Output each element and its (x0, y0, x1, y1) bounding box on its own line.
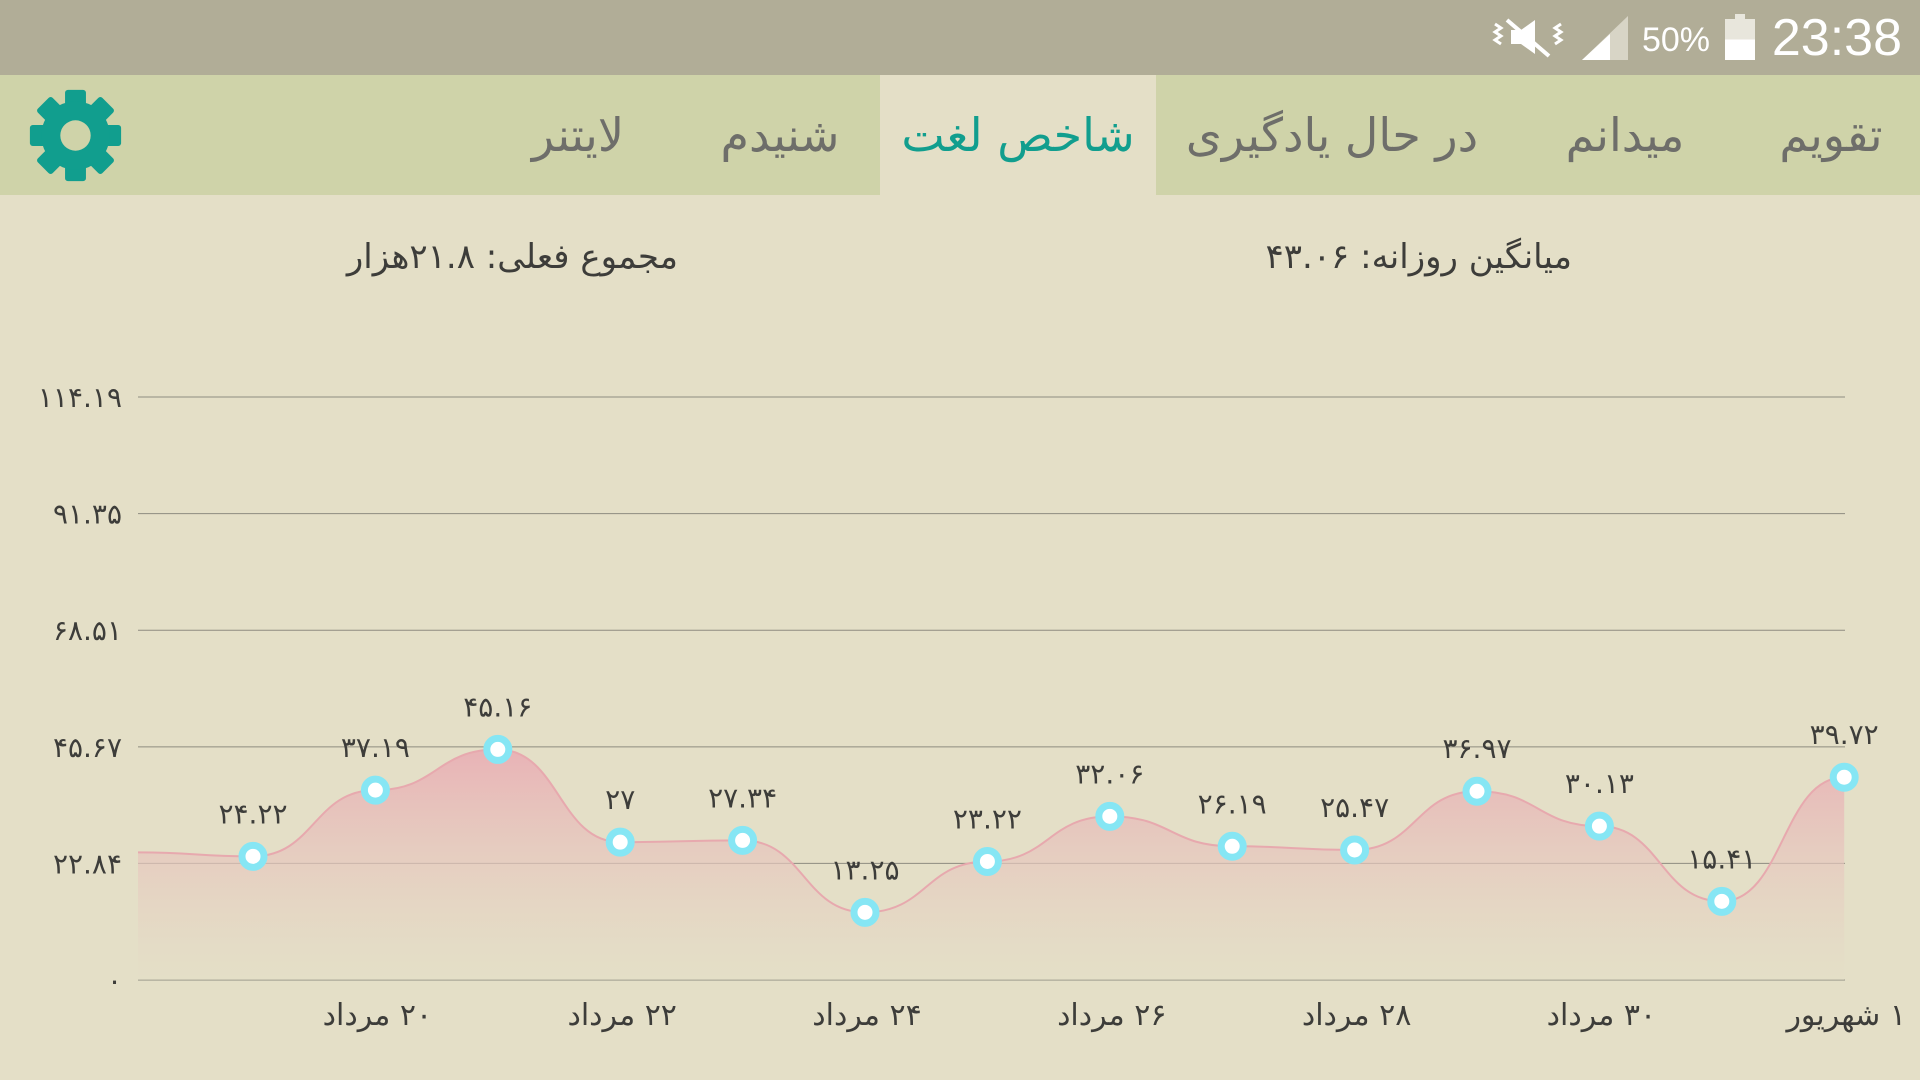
status-bar: 50% 23:38 (0, 0, 1920, 75)
battery-icon (1725, 14, 1755, 60)
data-label: ۳۷.۱۹ (341, 731, 410, 764)
y-tick-label: ۴۵.۶۷ (53, 731, 122, 764)
current-total: مجموع فعلی: ۲۱.۸هزار (346, 237, 678, 277)
y-axis: ۰ ۲۲.۸۴ ۴۵.۶۷ ۶۸.۵۱ ۹۱.۳۵ ۱۱۴.۱۹ (38, 381, 122, 997)
x-tick-label: ۲۶ مرداد (1057, 998, 1166, 1033)
data-label: ۳۹.۷۲ (1810, 718, 1879, 751)
x-tick-label: ۳۰ مرداد (1547, 998, 1656, 1033)
daily-average: میانگین روزانه: ۴۳.۰۶ (1265, 237, 1572, 277)
data-label: ۳۶.۹۷ (1442, 732, 1511, 765)
data-label: ۲۷ (605, 783, 635, 816)
data-label: ۱۳.۲۵ (830, 853, 899, 886)
data-label: ۳۲.۰۶ (1075, 757, 1144, 790)
data-point[interactable] (972, 846, 1002, 876)
x-tick-label: ۲۰ مرداد (323, 998, 432, 1033)
data-points (238, 734, 1859, 927)
tab-calendar[interactable]: تقویم (1779, 108, 1883, 162)
data-label: ۴۵.۱۶ (463, 690, 532, 723)
data-labels: ۲۴.۲۲ ۳۷.۱۹ ۴۵.۱۶ ۲۷ ۲۷.۳۴ ۱۳.۲۵ ۲۳.۲۲ ۳۲.۰۶ ۲۶.… (218, 690, 1878, 886)
data-point[interactable] (1340, 835, 1370, 865)
data-point[interactable] (605, 827, 635, 857)
data-point[interactable] (1095, 801, 1125, 831)
data-label: ۲۶.۱۹ (1198, 787, 1267, 820)
clock: 23:38 (1771, 9, 1902, 67)
data-point[interactable] (1462, 776, 1492, 806)
y-tick-label: ۹۱.۳۵ (53, 498, 122, 531)
data-point[interactable] (1829, 762, 1859, 792)
data-label: ۲۴.۲۲ (218, 797, 287, 830)
data-point[interactable] (238, 841, 268, 871)
tab-leitner[interactable]: لایتنر (531, 108, 625, 162)
tab-bar: تقویم میدانم در حال یادگیری شاخص لغت شنی… (0, 75, 1920, 195)
x-axis: ۲۰ مرداد ۲۲ مرداد ۲۴ مرداد ۲۶ مرداد ۲۸ مرداد… (323, 998, 1906, 1033)
data-label: ۳۰.۱۳ (1565, 767, 1634, 800)
battery-percent: 50% (1641, 21, 1710, 59)
x-tick-label: ۲۲ مرداد (567, 998, 676, 1033)
data-point[interactable] (360, 775, 390, 805)
data-point[interactable] (1707, 886, 1737, 916)
x-tick-label: ۱ شهریور (1784, 998, 1906, 1033)
data-label: ۱۵.۴۱ (1687, 842, 1756, 875)
data-label: ۲۳.۲۲ (953, 802, 1022, 835)
tab-learning[interactable]: در حال یادگیری (1185, 108, 1479, 162)
word-index-chart: ۰ ۲۲.۸۴ ۴۵.۶۷ ۶۸.۵۱ ۹۱.۳۵ ۱۱۴.۱۹ ۲۰ مرداد ۲۲ م… (38, 381, 1906, 1033)
y-tick-label: ۶۸.۵۱ (53, 614, 122, 647)
tab-word-index[interactable]: شاخص لغت (880, 75, 1156, 195)
y-tick-label: ۱۱۴.۱۹ (38, 381, 122, 414)
data-label: ۲۷.۳۴ (708, 781, 777, 814)
x-tick-label: ۲۸ مرداد (1302, 998, 1411, 1033)
y-tick-label: ۰ (107, 964, 122, 997)
data-point[interactable] (483, 734, 513, 764)
data-label: ۲۵.۴۷ (1320, 791, 1389, 824)
x-tick-label: ۲۴ مرداد (812, 998, 921, 1033)
y-tick-label: ۲۲.۸۴ (53, 847, 122, 880)
signal-icon (1582, 16, 1628, 60)
data-point[interactable] (850, 897, 880, 927)
mute-vibrate-icon (1492, 18, 1564, 58)
tab-known[interactable]: میدانم (1565, 108, 1685, 162)
data-point[interactable] (1217, 831, 1247, 861)
tab-heard[interactable]: شنیدم (720, 108, 840, 162)
data-point[interactable] (1584, 811, 1614, 841)
data-point[interactable] (728, 825, 758, 855)
gear-icon[interactable] (28, 88, 123, 183)
